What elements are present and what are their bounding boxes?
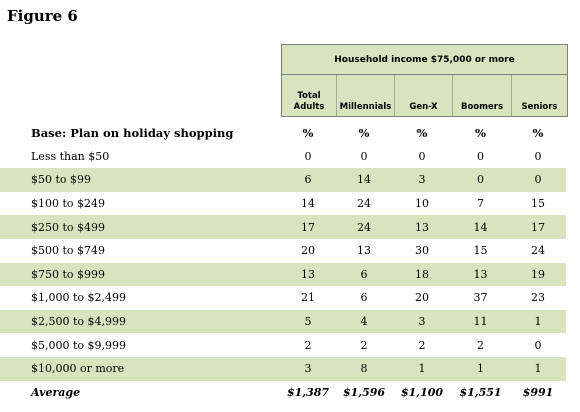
cell: 5 <box>281 309 335 334</box>
cell: 20 <box>301 244 315 258</box>
figure-title: Figure 6 <box>7 7 78 25</box>
cell: 17 <box>281 215 335 239</box>
cell: 3 <box>281 356 335 381</box>
cell: 7 <box>477 197 484 211</box>
cell: 1 <box>451 356 510 381</box>
table-row: $50 to $99 6 14 3 0 0 <box>0 168 572 192</box>
cell: 0 <box>304 149 312 163</box>
cell: 13 <box>451 262 510 287</box>
cell: 14 <box>335 168 393 192</box>
row-label: $2,500 to $4,999 <box>0 309 281 334</box>
cell: % <box>416 125 428 140</box>
cell: 15 <box>531 197 545 211</box>
cell: 11 <box>451 309 510 334</box>
row-label: $50 to $99 <box>0 168 281 192</box>
cell: $1,551 <box>459 385 502 399</box>
table-row: $100 to $249 14 24 10 7 15 <box>0 192 572 216</box>
group-header: Household income $75,000 or more <box>281 44 568 75</box>
cell: 13 <box>357 244 371 258</box>
cell: 37 <box>473 291 488 305</box>
cell: % <box>532 125 544 140</box>
cell: 0 <box>510 168 566 192</box>
cell: 14 <box>451 215 510 239</box>
column-header-seniors: Seniors <box>511 75 567 116</box>
table-row: $1,000 to $2,499 21 6 20 37 23 <box>0 286 572 310</box>
column-header-total-adults: Total Adults <box>293 91 325 112</box>
cell: 13 <box>393 215 451 239</box>
average-row: Average $1,387 $1,596 $1,100 $1,551 $991 <box>0 381 572 405</box>
cell: % <box>475 125 486 140</box>
table-row: Less than $50 0 0 0 0 0 <box>0 145 572 169</box>
cell: 0 <box>534 338 542 352</box>
table-row: $500 to $749 20 13 30 15 24 <box>0 239 572 263</box>
cell: 13 <box>281 262 335 287</box>
row-label: Base: Plan on holiday shopping <box>31 125 234 140</box>
cell: 6 <box>360 291 368 305</box>
cell: 2 <box>360 338 368 352</box>
cell: 15 <box>473 244 488 258</box>
cell: 0 <box>477 149 484 163</box>
cell: 0 <box>360 149 368 163</box>
spending-table: Base: Plan on holiday shopping % % % % %… <box>0 121 572 404</box>
cell: 18 <box>393 262 451 287</box>
cell: 6 <box>335 262 393 287</box>
cell: $1,387 <box>286 385 330 399</box>
cell: 6 <box>281 168 335 192</box>
row-label: $10,000 or more <box>0 356 281 381</box>
row-label: $500 to $749 <box>31 244 106 258</box>
cell: 19 <box>510 262 566 287</box>
cell: 2 <box>418 338 426 352</box>
cell: 20 <box>415 291 429 305</box>
table-row: $2,500 to $4,999 5 4 3 11 1 <box>0 309 572 334</box>
table-row: $5,000 to $9,999 2 2 2 2 0 <box>0 333 572 357</box>
table-row: $750 to $999 13 6 18 13 19 <box>0 262 572 287</box>
table-row: $10,000 or more 3 8 1 1 1 <box>0 356 572 381</box>
base-row: Base: Plan on holiday shopping % % % % % <box>0 121 572 145</box>
row-label: Average <box>31 385 81 399</box>
row-label: $5,000 to $9,999 <box>31 338 127 352</box>
cell: 2 <box>304 338 312 352</box>
cell: $1,596 <box>342 385 386 399</box>
cell: % <box>302 125 314 140</box>
cell: 8 <box>335 356 393 381</box>
cell: 10 <box>415 197 429 211</box>
table-row: $250 to $499 17 24 13 14 17 <box>0 215 572 239</box>
cell: 1 <box>510 309 566 334</box>
cell: 23 <box>531 291 545 305</box>
cell: 3 <box>393 168 451 192</box>
column-header-boomers: Boomers <box>452 75 511 116</box>
column-header-band: Total Adults Millennials Gen-X Boomers S… <box>281 75 568 117</box>
cell: 0 <box>418 149 426 163</box>
cell: 1 <box>510 356 566 381</box>
cell: 17 <box>510 215 566 239</box>
cell: 0 <box>534 149 542 163</box>
cell: 24 <box>335 215 393 239</box>
cell: $1,100 <box>400 385 444 399</box>
cell: % <box>358 125 370 140</box>
cell: 24 <box>531 244 545 258</box>
row-label: $750 to $999 <box>0 262 281 287</box>
cell: $991 <box>522 385 554 399</box>
cell: 1 <box>393 356 451 381</box>
cell: 24 <box>357 197 371 211</box>
row-label: $1,000 to $2,499 <box>31 291 127 305</box>
cell: 14 <box>301 197 315 211</box>
column-header-millennials: Millennials <box>336 75 394 116</box>
cell: 0 <box>451 168 510 192</box>
row-label: Less than $50 <box>31 149 110 163</box>
cell: 4 <box>335 309 393 334</box>
cell: 21 <box>301 291 315 305</box>
cell: 3 <box>393 309 451 334</box>
row-label: $100 to $249 <box>31 197 106 211</box>
cell: 30 <box>415 244 429 258</box>
row-label: $250 to $499 <box>0 215 281 239</box>
column-header-gen-x: Gen-X <box>394 75 452 116</box>
cell: 2 <box>477 338 484 352</box>
